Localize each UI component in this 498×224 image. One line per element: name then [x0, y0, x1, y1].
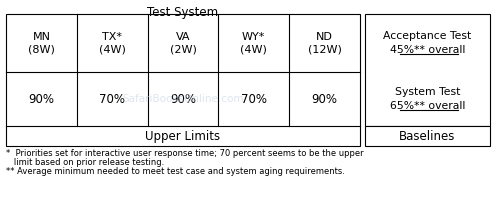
- Text: ** Average minimum needed to meet test case and system aging requirements.: ** Average minimum needed to meet test c…: [6, 167, 345, 176]
- Text: 45%** overall: 45%** overall: [390, 45, 465, 55]
- Bar: [6, 14, 360, 146]
- Bar: [365, 126, 490, 146]
- Text: Upper Limits: Upper Limits: [145, 129, 221, 142]
- Text: 70%: 70%: [99, 93, 125, 106]
- Text: 90%: 90%: [170, 93, 196, 106]
- Text: 90%: 90%: [312, 93, 338, 106]
- Text: SafariBooksOnline.com: SafariBooksOnline.com: [122, 94, 244, 104]
- Text: 90%: 90%: [28, 93, 54, 106]
- Text: *  Priorities set for interactive user response time; 70 percent seems to be the: * Priorities set for interactive user re…: [6, 149, 364, 158]
- Text: Acceptance Test: Acceptance Test: [383, 31, 472, 41]
- Text: Test System: Test System: [147, 6, 219, 19]
- Text: 70%: 70%: [241, 93, 267, 106]
- Text: System Test: System Test: [395, 87, 460, 97]
- Text: 65%** overall: 65%** overall: [390, 101, 465, 111]
- Text: limit based on prior release testing.: limit based on prior release testing.: [6, 157, 164, 166]
- Text: WY*
(4W): WY* (4W): [241, 32, 267, 54]
- Text: MN
(8W): MN (8W): [28, 32, 55, 54]
- Text: Baselines: Baselines: [399, 129, 456, 142]
- Text: TX*
(4W): TX* (4W): [99, 32, 125, 54]
- Text: ND
(12W): ND (12W): [308, 32, 342, 54]
- Bar: [365, 14, 490, 126]
- Text: VA
(2W): VA (2W): [169, 32, 196, 54]
